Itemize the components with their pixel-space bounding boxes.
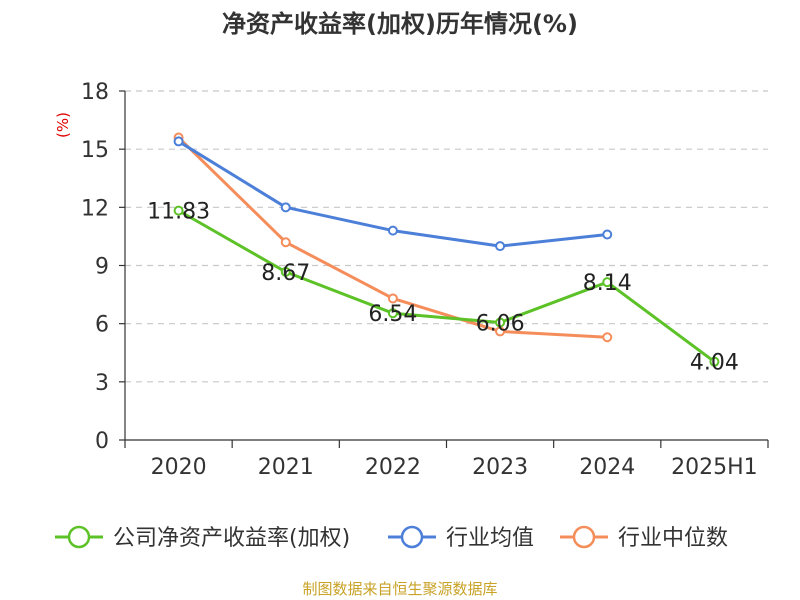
- grid-lines: [125, 90, 768, 383]
- legend-item-2[interactable]: 行业中位数: [560, 525, 728, 551]
- data-point: [280, 266, 291, 277]
- legend-item-0[interactable]: 公司净资产收益率(加权): [55, 525, 350, 551]
- x-tick-label: 2022: [365, 455, 421, 480]
- data-labels: 11.83 8.67 6.54 6.06 8.14 4.04: [147, 200, 739, 376]
- data-point: [602, 277, 613, 288]
- y-tick-label: 18: [81, 80, 109, 105]
- data-label: 4.04: [690, 351, 739, 376]
- legend-label: 行业中位数: [618, 526, 728, 551]
- data-point: [280, 202, 291, 213]
- y-tick-label: 9: [95, 255, 109, 280]
- data-point: [387, 293, 398, 304]
- legend-swatch-marker: [67, 525, 91, 549]
- legend-swatch-marker: [400, 525, 424, 549]
- data-label: 8.67: [261, 261, 310, 286]
- x-tick-label: 2023: [472, 455, 528, 480]
- x-tick-label: 2020: [151, 455, 207, 480]
- x-tick-label: 2025H1: [671, 455, 758, 480]
- data-point: [173, 136, 184, 147]
- source-note: 制图数据来自恒生聚源数据库: [302, 580, 497, 598]
- data-label: 6.54: [368, 302, 417, 327]
- y-axis-unit: (%): [54, 112, 72, 138]
- y-tick-label: 15: [81, 138, 109, 163]
- y-tick-label: 12: [81, 196, 109, 221]
- data-label: 8.14: [583, 271, 632, 296]
- legend[interactable]: 公司净资产收益率(加权) 行业均值 行业中位数: [55, 525, 728, 551]
- axes: 0 3 6 9 12 15 18 2020 2021 2022 2023 2024 2025H1: [81, 80, 769, 480]
- legend-item-1[interactable]: 行业均值: [388, 525, 534, 551]
- data-point: [280, 237, 291, 248]
- x-tick-label: 2024: [579, 455, 635, 480]
- legend-label: 行业均值: [446, 526, 534, 551]
- x-tick-label: 2021: [258, 455, 314, 480]
- y-tick-label: 6: [95, 313, 109, 338]
- data-point: [495, 241, 506, 252]
- legend-label: 公司净资产收益率(加权): [113, 526, 350, 551]
- data-label: 11.83: [147, 200, 210, 225]
- data-point: [495, 317, 506, 328]
- data-point: [602, 229, 613, 240]
- data-point: [387, 308, 398, 319]
- legend-swatch-marker: [572, 525, 596, 549]
- data-point: [387, 225, 398, 236]
- series-lines: [173, 132, 720, 367]
- data-point: [602, 332, 613, 343]
- series-line-0: [177, 209, 716, 363]
- chart-title: 净资产收益率(加权)历年情况(%): [222, 10, 578, 38]
- y-tick-label: 3: [95, 371, 109, 396]
- y-tick-label: 0: [95, 429, 109, 454]
- data-point: [709, 356, 720, 367]
- data-point: [173, 205, 184, 216]
- data-label: 6.06: [476, 312, 525, 337]
